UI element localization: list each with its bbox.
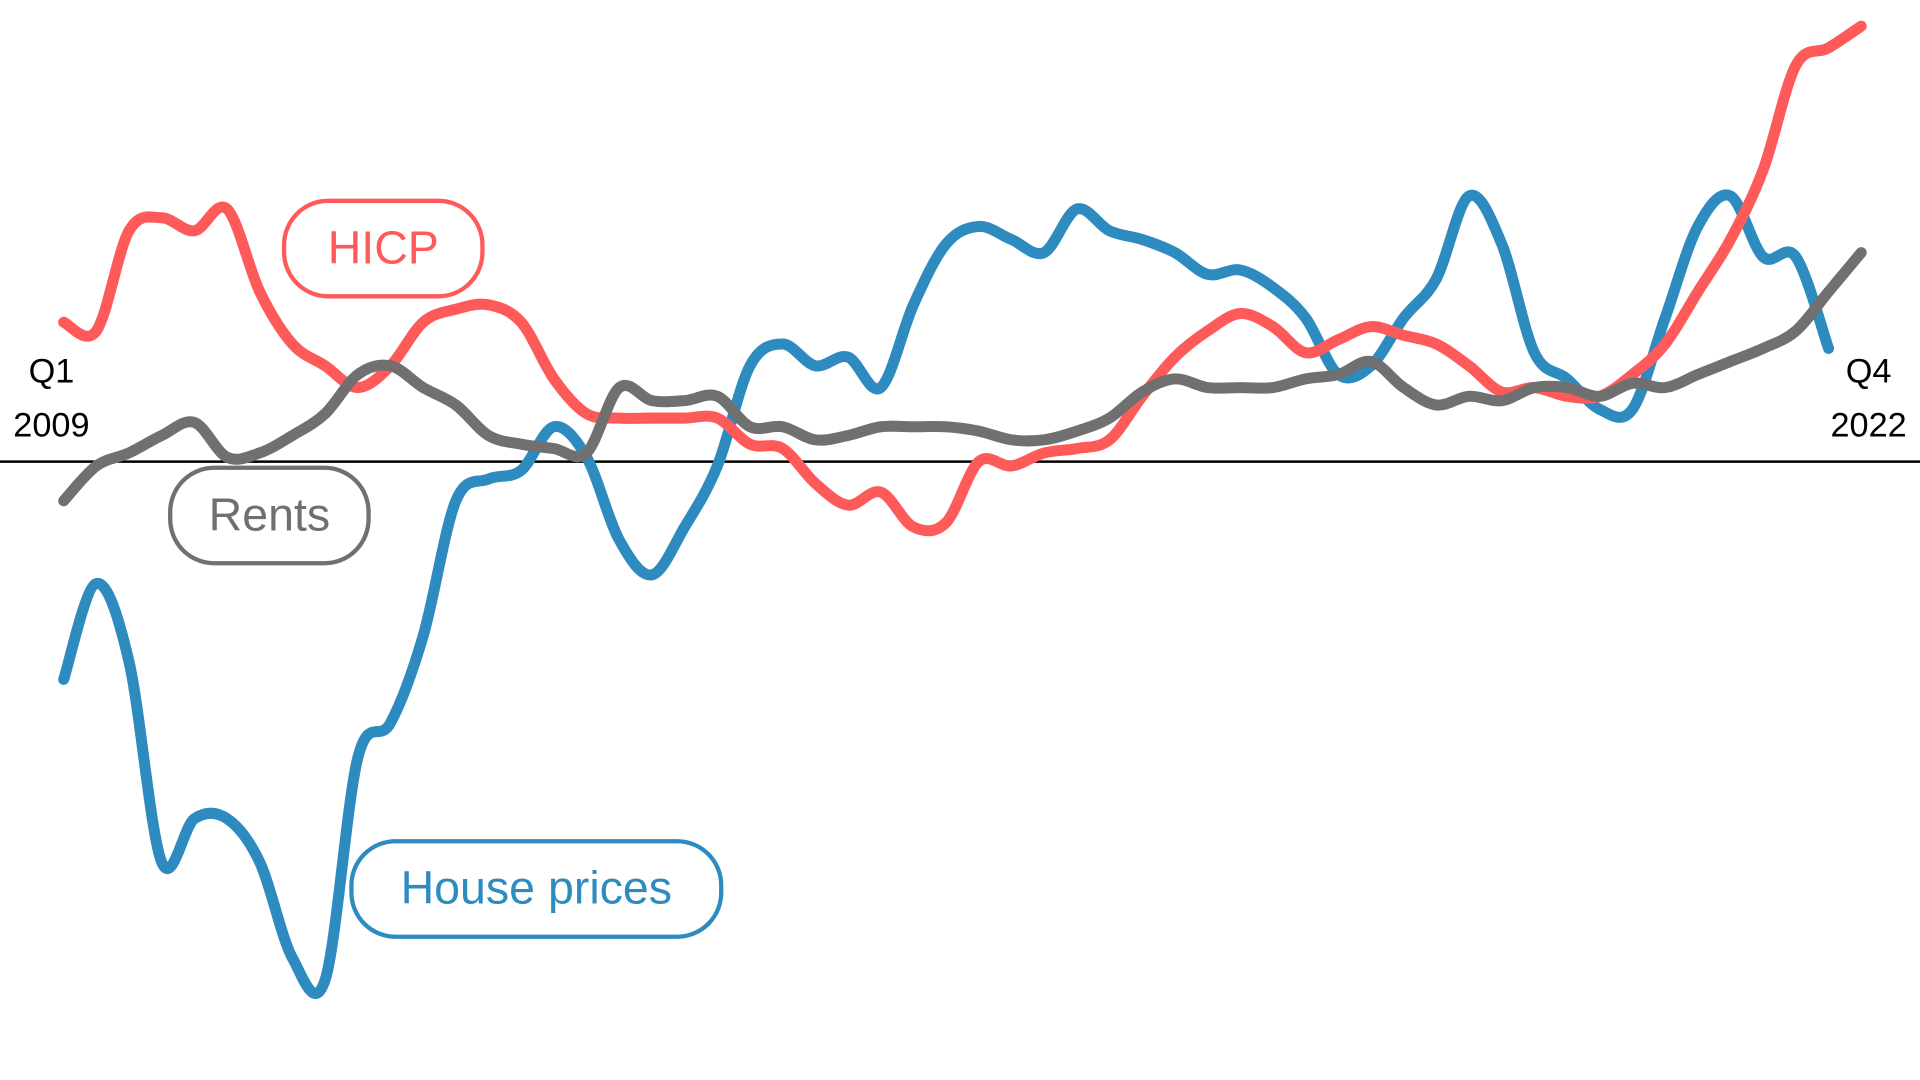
legend-item: Rents	[168, 465, 371, 566]
series-line	[58, 189, 1835, 1000]
series-line	[58, 20, 1867, 537]
legend-item: House prices	[349, 839, 724, 939]
x-tick-label: Q4 2022	[1830, 353, 1906, 445]
legend-label: House prices	[401, 862, 672, 914]
x-tick-label: Q1 2009	[13, 353, 89, 445]
legend-label: HICP	[328, 221, 439, 273]
legend-box	[281, 198, 485, 299]
legend-item: HICP	[281, 198, 485, 299]
legend-box	[168, 465, 371, 566]
legend-label: Rents	[209, 488, 331, 540]
series-line	[58, 247, 1867, 507]
legend-box	[349, 839, 724, 939]
